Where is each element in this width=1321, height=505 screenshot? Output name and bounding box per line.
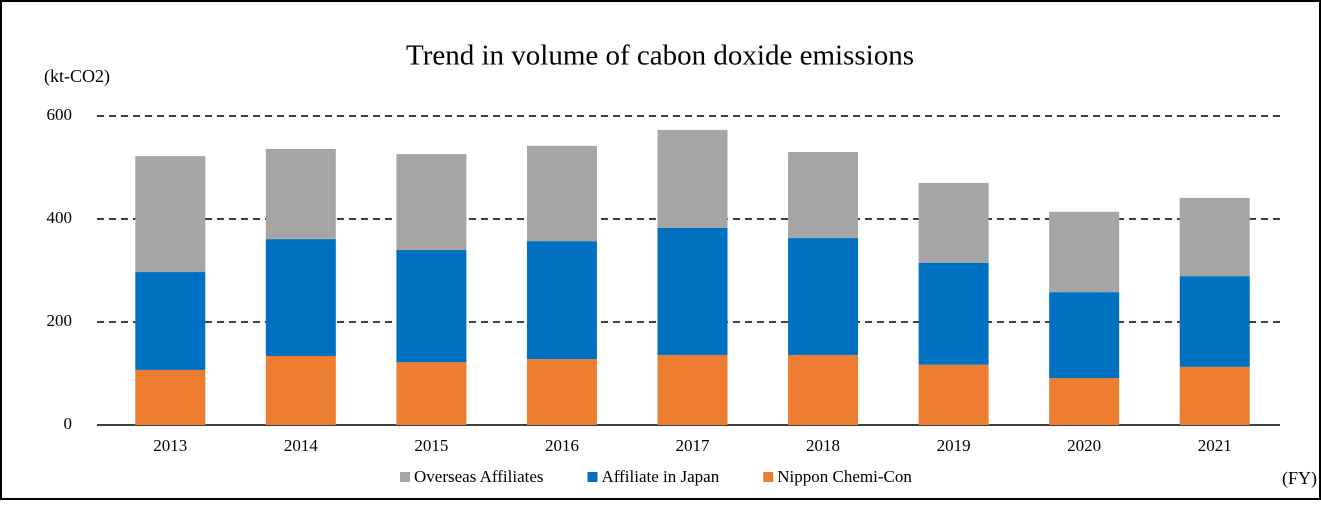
chart-title: Trend in volume of cabon doxide emission… <box>406 40 914 72</box>
bar-segment <box>788 238 859 355</box>
y-tick-label: 0 <box>64 414 73 433</box>
y-axis-label: (kt-CO2) <box>44 66 110 87</box>
x-tick-label: 2015 <box>414 436 448 455</box>
bar-segment <box>1049 292 1120 379</box>
x-tick-label: 2018 <box>806 436 840 455</box>
x-tick-label: 2014 <box>284 436 319 455</box>
x-tick-label: 2016 <box>545 436 579 455</box>
bar-segment <box>265 148 336 240</box>
bar-segment <box>1179 276 1250 367</box>
x-tick-label: 2020 <box>1067 436 1101 455</box>
bar-segment <box>788 354 859 425</box>
y-tick-label: 400 <box>47 208 73 227</box>
bar-segment <box>918 262 989 365</box>
legend-swatch <box>763 472 774 482</box>
bar-segment <box>657 227 728 355</box>
bar-segment <box>1049 378 1120 425</box>
bar-segment <box>526 241 597 360</box>
bar-segment <box>657 129 728 228</box>
bar-segment <box>396 249 467 363</box>
bar-segment <box>135 369 206 425</box>
bar-segment <box>265 355 336 425</box>
bar-segment <box>526 145 597 242</box>
x-tick-label: 2019 <box>937 436 971 455</box>
bar-segment <box>1179 197 1250 277</box>
bar-segment <box>918 364 989 425</box>
bar-segment <box>396 154 467 250</box>
legend-label: Overseas Affiliates <box>414 467 544 486</box>
bar-segment <box>135 156 206 273</box>
bar-segment <box>657 354 728 425</box>
x-tick-label: 2017 <box>676 436 711 455</box>
legend-swatch <box>587 472 598 482</box>
legend-label: Affiliate in Japan <box>602 467 720 486</box>
y-tick-label: 200 <box>47 311 73 330</box>
bar-segment <box>396 362 467 425</box>
bar-segment <box>1179 366 1250 425</box>
bar-segment <box>1049 211 1120 293</box>
x-tick-label: 2021 <box>1198 436 1232 455</box>
legend-swatch <box>400 472 410 482</box>
bar-segment <box>918 182 989 263</box>
bar-segment <box>526 359 597 425</box>
x-axis-label: (FY) <box>1282 468 1317 489</box>
legend-label: Nippon Chemi-Con <box>777 467 912 486</box>
bar-segment <box>265 239 336 356</box>
y-tick-label: 600 <box>47 105 73 124</box>
x-tick-label: 2013 <box>153 436 187 455</box>
bar-segment <box>788 152 859 239</box>
bar-segment <box>135 272 206 370</box>
